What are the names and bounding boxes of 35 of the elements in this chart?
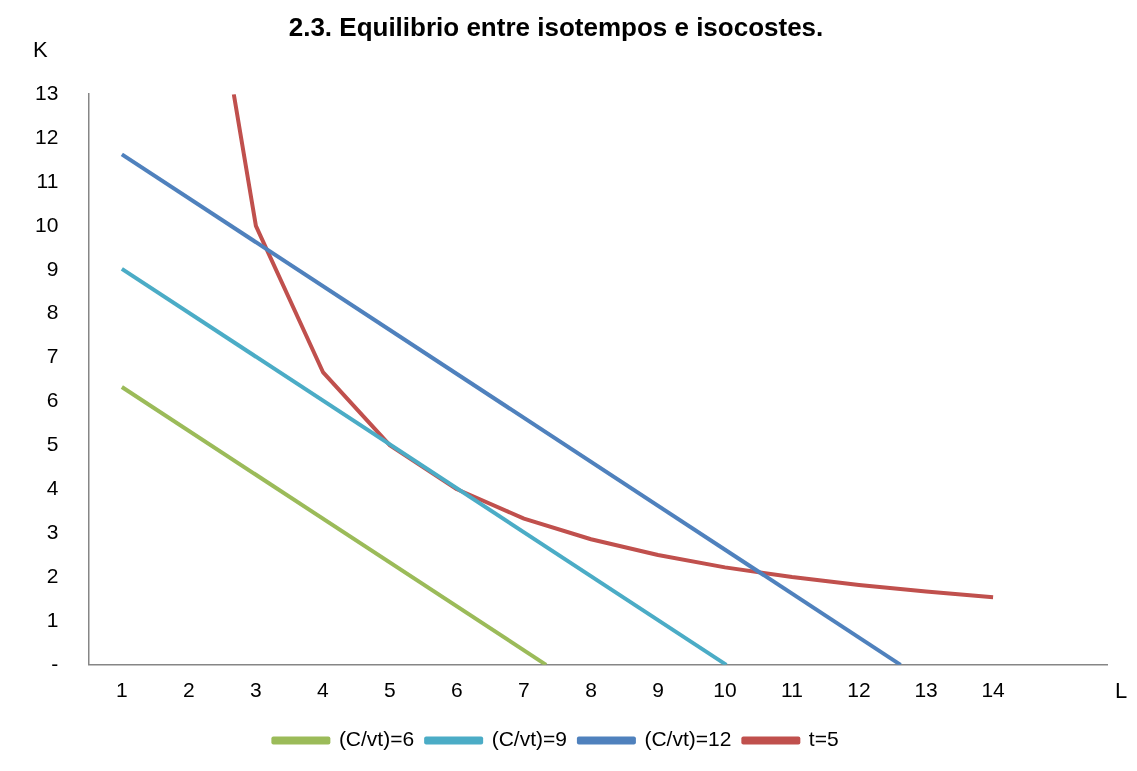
y-tick-label: 12 <box>35 124 59 148</box>
y-tick-label: 10 <box>35 212 59 236</box>
y-tick-label: 8 <box>46 300 59 324</box>
legend-label: t=5 <box>808 727 839 751</box>
x-axis-title: L <box>1115 677 1128 703</box>
y-tick-label: 4 <box>46 476 59 500</box>
x-tick-label: 6 <box>451 678 463 702</box>
x-tick-label: 7 <box>518 678 530 702</box>
x-tick-label: 9 <box>652 678 664 702</box>
x-tick-label: 14 <box>981 678 1006 702</box>
legend-label: (C/vt)=9 <box>491 727 567 751</box>
x-tick-label: 8 <box>585 678 597 702</box>
x-tick-label: 12 <box>847 678 871 702</box>
y-tick-label: 6 <box>46 388 59 412</box>
x-tick-label: 1 <box>116 678 128 702</box>
y-tick-label: 13 <box>35 81 59 104</box>
legend-label: (C/vt)=6 <box>338 727 415 751</box>
y-tick-label: 9 <box>46 256 59 280</box>
y-axis-title: K <box>33 37 49 63</box>
x-tick-label: 2 <box>183 678 195 702</box>
x-tick-label: 5 <box>384 678 396 702</box>
x-tick-label: 13 <box>914 678 938 702</box>
legend-label: (C/vt)=12 <box>644 727 732 751</box>
chart-title: 2.3. Equilibrio entre isotempos e isocostes. <box>288 11 824 42</box>
y-tick-label: 1 <box>46 607 59 631</box>
x-tick-label: 3 <box>250 678 262 702</box>
y-tick-label: 3 <box>46 519 59 543</box>
y-tick-label: 2 <box>46 563 59 587</box>
x-tick-label: 11 <box>781 678 803 702</box>
x-tick-label: 4 <box>317 678 330 702</box>
y-tick-label: 5 <box>46 432 59 456</box>
y-tick-label: 11 <box>36 168 59 192</box>
y-tick-label: - <box>51 651 59 675</box>
x-tick-label: 10 <box>713 678 737 702</box>
y-tick-label: 7 <box>46 344 59 368</box>
